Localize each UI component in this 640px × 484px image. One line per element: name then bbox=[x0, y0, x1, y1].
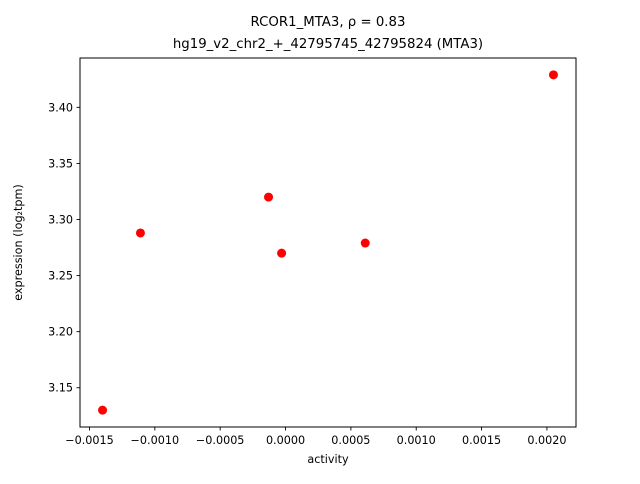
axes-spine bbox=[79, 57, 577, 428]
data-point bbox=[360, 238, 370, 248]
data-point bbox=[135, 228, 145, 238]
x-tick-label: −0.0010 bbox=[131, 434, 180, 447]
x-tick-label: 0.0005 bbox=[331, 434, 370, 447]
chart-title-line2: hg19_v2_chr2_+_42795745_42795824 (MTA3) bbox=[173, 37, 483, 52]
axis-ticks: −0.0015 −0.0010 −0.0005 0.0000 0.0005 0.0010 0… bbox=[48, 101, 566, 447]
x-tick-label: 0.0010 bbox=[397, 434, 436, 447]
x-tick-label: 0.0015 bbox=[462, 434, 501, 447]
y-tick-label: 3.40 bbox=[48, 101, 73, 114]
data-point bbox=[277, 248, 287, 258]
x-tick-label: −0.0015 bbox=[65, 434, 114, 447]
y-tick-label: 3.20 bbox=[48, 326, 73, 339]
y-tick-label: 3.15 bbox=[48, 382, 73, 395]
data-point bbox=[98, 405, 108, 415]
x-axis-label: activity bbox=[307, 453, 349, 466]
data-point bbox=[548, 70, 558, 80]
y-tick-label: 3.25 bbox=[48, 270, 73, 283]
chart-title-line1: RCOR1_MTA3, ρ = 0.83 bbox=[251, 15, 406, 30]
x-tick-label: −0.0005 bbox=[196, 434, 245, 447]
y-axis-label: expression (log₂tpm) bbox=[12, 184, 25, 301]
y-tick-label: 3.30 bbox=[48, 214, 73, 227]
x-tick-label: 0.0000 bbox=[266, 434, 305, 447]
x-tick-label: 0.0020 bbox=[527, 434, 566, 447]
y-tick-label: 3.35 bbox=[48, 157, 73, 170]
data-point bbox=[264, 192, 274, 202]
data-points bbox=[98, 70, 558, 415]
